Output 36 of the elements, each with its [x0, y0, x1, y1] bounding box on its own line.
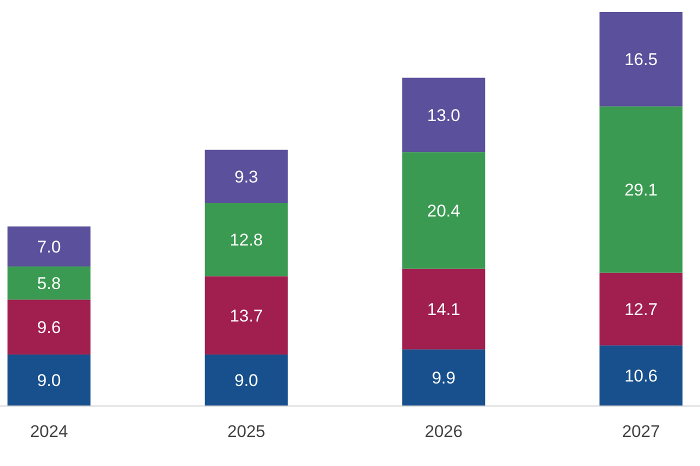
data-label: 9.6: [37, 318, 61, 338]
data-label: 7.0: [37, 237, 61, 256]
bar: [8, 354, 90, 406]
data-label: 14.1: [427, 300, 460, 320]
bar: [402, 268, 486, 350]
bar: [600, 106, 682, 273]
data-label: 5.8: [37, 274, 61, 294]
bar: [8, 226, 90, 266]
x-tick-label: 2027: [622, 422, 660, 441]
bar: [204, 276, 288, 355]
x-tick-label: 2024: [30, 422, 68, 441]
data-label: 9.0: [234, 371, 258, 390]
x-tick-label: 2026: [424, 422, 463, 441]
data-label: 12.8: [230, 230, 263, 250]
data-label: 9.9: [432, 368, 456, 388]
data-label: 13.0: [427, 106, 460, 125]
bar: [204, 150, 288, 203]
bar: [600, 12, 682, 106]
data-label: 12.7: [624, 300, 658, 320]
bar: [600, 345, 682, 406]
bar: [8, 266, 90, 300]
data-label: 10.6: [624, 366, 658, 386]
data-label: 16.5: [624, 50, 658, 70]
bar: [402, 78, 486, 152]
bar: [204, 354, 288, 406]
data-label: 20.4: [427, 201, 460, 220]
data-label: 9.3: [234, 167, 258, 186]
bar: [402, 152, 486, 269]
data-label: 13.7: [230, 306, 263, 326]
bar: [600, 272, 682, 346]
bar: [204, 202, 288, 276]
x-tick-label: 2025: [227, 422, 266, 441]
bar: [8, 300, 90, 355]
data-label: 29.1: [624, 180, 658, 200]
data-label: 9.0: [37, 371, 61, 390]
bar: [402, 349, 486, 406]
